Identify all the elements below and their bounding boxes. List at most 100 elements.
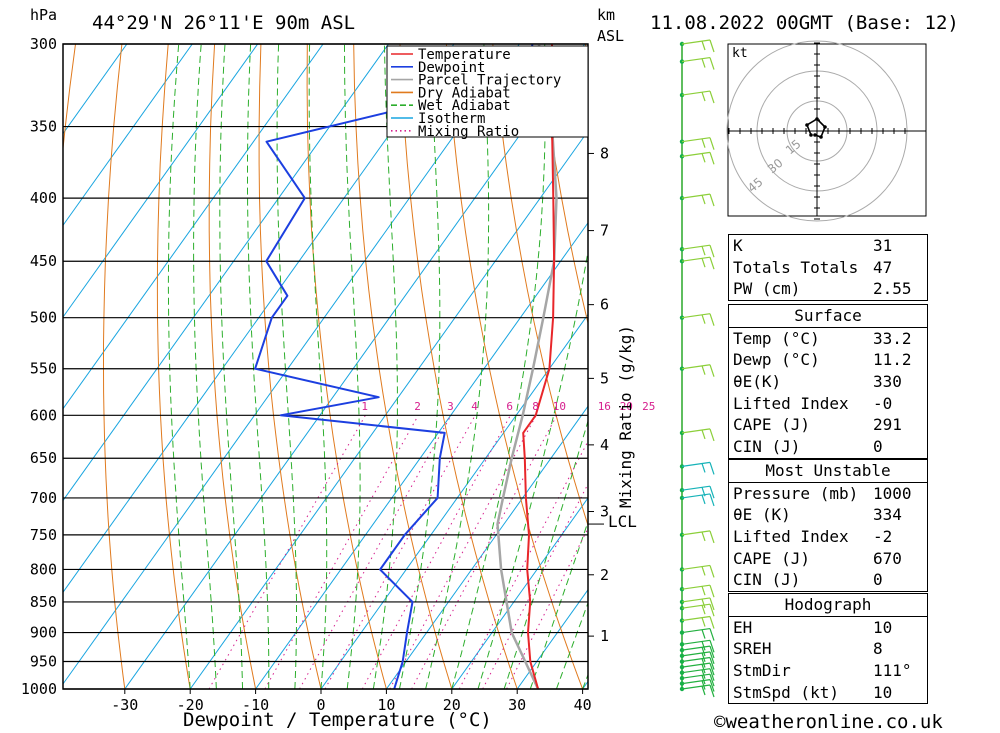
pressure-tick-label: 750 <box>30 526 57 544</box>
wet-adiabat-line <box>276 44 297 689</box>
table-row: Totals Totals 47 <box>729 257 927 279</box>
hodograph-point <box>809 133 813 137</box>
pressure-tick-label: 700 <box>30 489 57 507</box>
temperature-tick-label: 30 <box>508 696 526 714</box>
wet-adiabat-line <box>555 601 588 689</box>
lcl-label: LCL <box>608 512 637 531</box>
table-row: CAPE (J) 670 <box>729 548 927 570</box>
dry-adiabat-line <box>0 44 29 689</box>
row-value: 291 <box>873 415 902 435</box>
height-tick-labels: 1 2 3 4 5 6 7 8 <box>588 144 609 645</box>
dewpoint-profile <box>254 44 534 689</box>
pressure-tick-labels: 300 350 400 450 500 550 600 650 700 750 800 850 900 9… <box>21 35 57 698</box>
table-row: SREH 8 <box>729 638 927 660</box>
pressure-tick-label: 400 <box>30 189 57 207</box>
height-tick-label: 3 <box>600 503 609 521</box>
row-label: CIN (J) <box>733 437 801 457</box>
wind-barb <box>679 530 715 544</box>
legend-label: Temperature <box>418 47 511 63</box>
wet-adiabat-line <box>167 44 191 689</box>
dry-adiabat-line <box>445 44 584 689</box>
height-tick-label: 8 <box>600 144 609 162</box>
temperature-tick-label: 20 <box>443 696 461 714</box>
hodograph-unit: kt <box>732 46 748 61</box>
table-row: CIN (J) 0 <box>729 436 927 458</box>
dry-adiabat-line <box>208 44 257 689</box>
wind-barb <box>679 313 715 326</box>
row-label: Lifted Index <box>733 527 849 547</box>
wind-barb <box>679 662 715 676</box>
row-value: 334 <box>873 505 902 525</box>
wind-barb <box>679 493 715 507</box>
height-tick-label: 4 <box>600 436 609 454</box>
mixing-ratio-label: 3 <box>447 400 454 413</box>
row-label: EH <box>733 617 753 637</box>
x-axis-label: Dewpoint / Temperature (°C) <box>183 709 492 731</box>
table-row: Lifted Index -0 <box>729 393 927 415</box>
row-value: 31 <box>873 236 893 255</box>
hodograph-point <box>823 125 827 129</box>
wind-barb <box>679 668 715 681</box>
mixing-ratio-label: 20 <box>620 400 633 413</box>
credit[interactable]: ©weatheronline.co.uk <box>714 711 943 733</box>
temperature-tick-label: 40 <box>574 696 592 714</box>
row-value: 670 <box>873 548 902 568</box>
row-label: Pressure (mb) <box>733 483 859 503</box>
mixing-ratio-line <box>389 415 537 689</box>
row-value: 8 <box>873 639 883 659</box>
hodograph-title: Hodograph <box>784 595 872 614</box>
row-label: Dewp (°C) <box>733 350 820 370</box>
table-row: CIN (J) 0 <box>729 569 927 591</box>
isotherm-line <box>63 44 193 227</box>
hodograph-point <box>819 135 823 139</box>
table-row: StmSpd (kt) 10 <box>729 682 927 704</box>
pressure-tick-label: 550 <box>30 360 57 378</box>
wind-barb <box>679 256 715 270</box>
dry-adiabat-line <box>103 44 126 689</box>
temperature-tick-labels: -30 -20 -10 0 10 20 30 40 <box>111 689 592 714</box>
isotherm-line <box>63 44 324 410</box>
row-label: StmSpd (kt) <box>733 682 839 702</box>
pressure-tick-label: 300 <box>30 35 57 53</box>
profile-lines <box>254 44 558 689</box>
table-row: Pressure (mb) 1000 <box>729 481 927 505</box>
pressure-tick-label: 900 <box>30 624 57 642</box>
table-row: PW (cm) 2.55 <box>729 278 927 300</box>
table-row: StmDir 111° <box>729 660 927 682</box>
row-label: θE(K) <box>733 372 782 392</box>
wet-adiabat-line <box>193 44 217 689</box>
station-location: 44°29'N 26°11'E 90m ASL <box>92 12 355 34</box>
height-tick-label: 6 <box>600 296 609 314</box>
wind-barb <box>679 193 715 207</box>
row-value: 33.2 <box>873 328 912 348</box>
dry-adiabat-line <box>956 44 1000 689</box>
row-value: 330 <box>873 372 902 392</box>
row-value: 2.55 <box>873 279 912 299</box>
row-label: θE (K) <box>733 505 791 525</box>
dry-adiabat-line <box>156 44 191 689</box>
row-label: Temp (°C) <box>733 328 820 348</box>
wet-adiabat-line <box>477 248 588 689</box>
wind-barb <box>679 603 715 617</box>
row-value: 111° <box>873 661 912 681</box>
row-value: -0 <box>873 393 893 413</box>
mixing-ratio-label: 25 <box>642 400 655 413</box>
row-label: K <box>733 236 743 255</box>
wind-barb <box>679 56 715 70</box>
temperature-tick-label: 10 <box>377 696 395 714</box>
pressure-tick-label: 1000 <box>21 680 57 698</box>
pressure-gridlines <box>63 43 588 690</box>
wind-barbs <box>679 39 715 698</box>
pressure-tick-label: 450 <box>30 252 57 270</box>
table-row: K 31 <box>729 235 927 257</box>
table-row: Dewp (°C) 11.2 <box>729 349 927 371</box>
mixing-ratio-label: 10 <box>553 400 566 413</box>
mixing-ratio-line <box>264 415 419 689</box>
mixing-ratio-label: 1 <box>361 400 368 413</box>
pressure-tick-label: 350 <box>30 118 57 136</box>
row-label: CAPE (J) <box>733 548 811 568</box>
row-label: PW (cm) <box>733 279 801 299</box>
mixing-ratio-line <box>361 415 511 689</box>
temperature-profile <box>522 44 556 689</box>
most-unstable-title: Most Unstable <box>765 461 891 480</box>
